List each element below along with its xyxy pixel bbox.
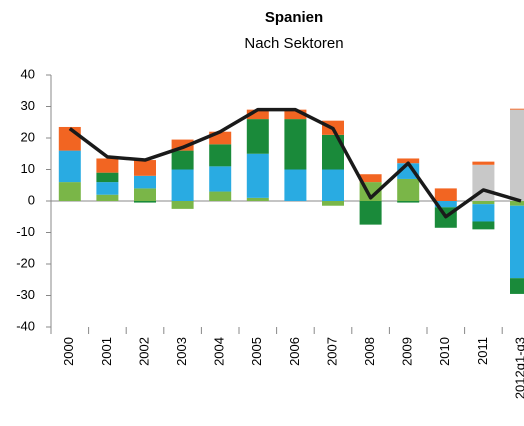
y-tick-label: -20 [16,255,35,270]
bar-segment [58,150,81,183]
bar-segment [246,109,269,120]
y-tick-label: -30 [16,287,35,302]
bar-segment [209,166,232,192]
bar-segment [434,201,457,208]
y-tick-label: 10 [21,161,35,176]
bar-segment [472,201,495,205]
y-tick-label: 40 [21,66,35,81]
bar-segment [134,175,156,189]
bar-segment [472,221,495,230]
y-tick-label: 20 [21,129,35,144]
bar-segment [96,158,119,173]
x-tick-label: 2008 [362,337,377,366]
bar-segment [359,174,382,183]
chart-subtitle: Nach Sektoren [244,35,343,52]
bar-segment [246,197,269,201]
bar-segment [284,169,307,201]
x-tick-label: 2010 [437,337,452,366]
x-tick-label: 2003 [174,337,189,366]
x-tick-label: 2011 [475,337,490,365]
bar-segment [134,188,156,201]
bar-segment [209,191,232,201]
bar-segment [510,108,524,110]
x-tick-label: 2000 [61,337,76,366]
bar-segment [96,194,119,201]
bar-segment [134,160,156,176]
bar-segment [171,201,194,209]
bar-segment [246,153,269,198]
y-tick-label: -40 [16,318,35,333]
bar-segment [171,169,194,201]
bar-segment [322,169,344,201]
bar-segment [284,109,307,120]
bar-segment [397,201,420,203]
x-tick-label: 2012q1-q3 [512,337,524,399]
bar-segment [209,144,232,167]
bar-segment [510,278,524,294]
x-tick-label: 2004 [212,337,227,366]
bar-segment [246,119,269,154]
bar-segment [434,188,457,201]
bar-segment [171,139,194,151]
bar-segment [58,182,81,201]
bar-segment [472,204,495,222]
y-tick-label: 0 [28,192,35,207]
x-tick-label: 2002 [136,337,151,366]
x-tick-label: 2006 [287,337,302,366]
chart-title: Spanien [265,9,323,26]
bar-segment [397,158,420,164]
bar-segment [510,109,524,201]
bar-segment [322,134,344,170]
bar-segment [96,172,119,183]
x-tick-label: 2009 [400,337,415,366]
bar-segment [472,161,495,165]
bar-segment [510,205,524,279]
bar-segment [359,201,382,225]
bar-segment [134,201,156,203]
bar-segment [322,201,344,206]
y-tick-label: -10 [16,224,35,239]
bar-segment [397,178,420,201]
bar-segment [171,150,194,170]
bar-segment [284,119,307,170]
bar-segment [96,182,119,195]
x-tick-label: 2005 [249,337,264,366]
y-tick-label: 30 [21,98,35,113]
x-tick-label: 2001 [99,337,114,366]
line [68,107,522,219]
bar-segment [510,201,524,206]
x-tick-label: 2007 [324,337,339,366]
